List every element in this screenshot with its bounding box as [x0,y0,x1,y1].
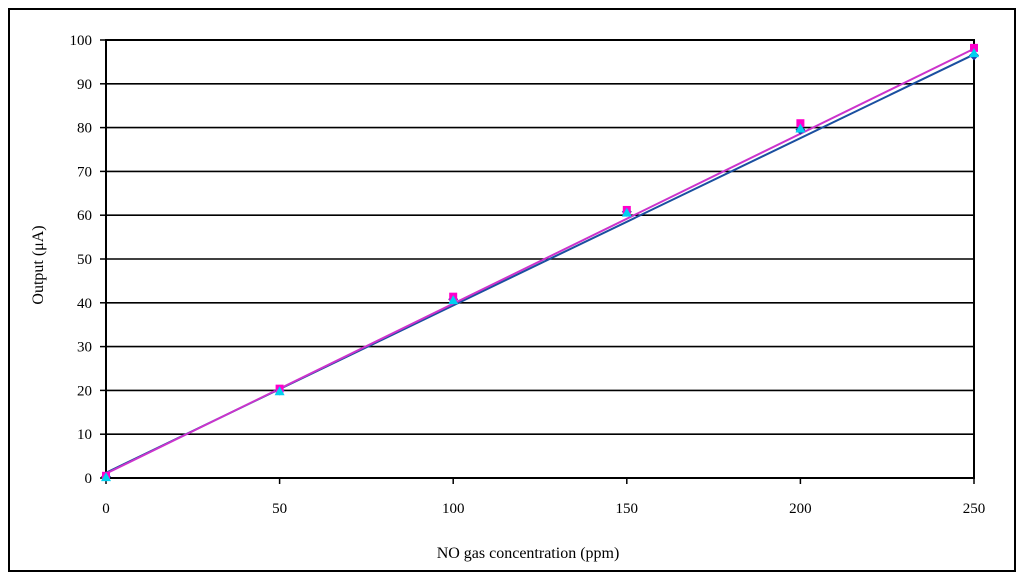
x-tick-label: 250 [963,501,986,517]
y-tick-label: 50 [77,252,92,268]
y-axis-title: Output (μA) [30,225,47,304]
data-point-triangle [795,123,806,133]
y-tick-label: 70 [77,164,92,180]
x-axis-title: NO gas concentration (ppm) [437,545,620,562]
y-tick-label: 40 [77,296,92,312]
y-tick-label: 20 [77,383,92,399]
y-tick-label: 30 [77,340,92,356]
x-tick-label: 200 [789,501,812,517]
x-tick-label: 100 [442,501,465,517]
y-tick-label: 10 [77,427,92,443]
data-markers [101,43,979,482]
data-point-triangle [969,48,979,58]
x-tick-label: 50 [272,501,287,517]
grid-lines [106,83,974,436]
data-point-triangle [621,207,632,217]
data-point-triangle [274,386,285,396]
trendline [105,47,975,475]
y-tick-label: 0 [85,471,93,487]
y-tick-label: 80 [77,121,92,137]
y-tick-label: 60 [77,208,92,224]
axis-ticks: 0 10 20 30 40 50 60 70 80 90 100 0 50 100 150 200 250 [70,33,986,517]
data-point-square [970,43,978,52]
y-tick-label: 90 [77,77,92,93]
data-point-triangle [101,472,111,482]
x-tick-label: 0 [102,501,110,517]
y-tick-label: 100 [70,33,93,49]
trendlines [105,47,975,475]
data-point-square [796,119,805,128]
x-tick-label: 150 [616,501,639,517]
data-point-triangle [448,295,459,305]
